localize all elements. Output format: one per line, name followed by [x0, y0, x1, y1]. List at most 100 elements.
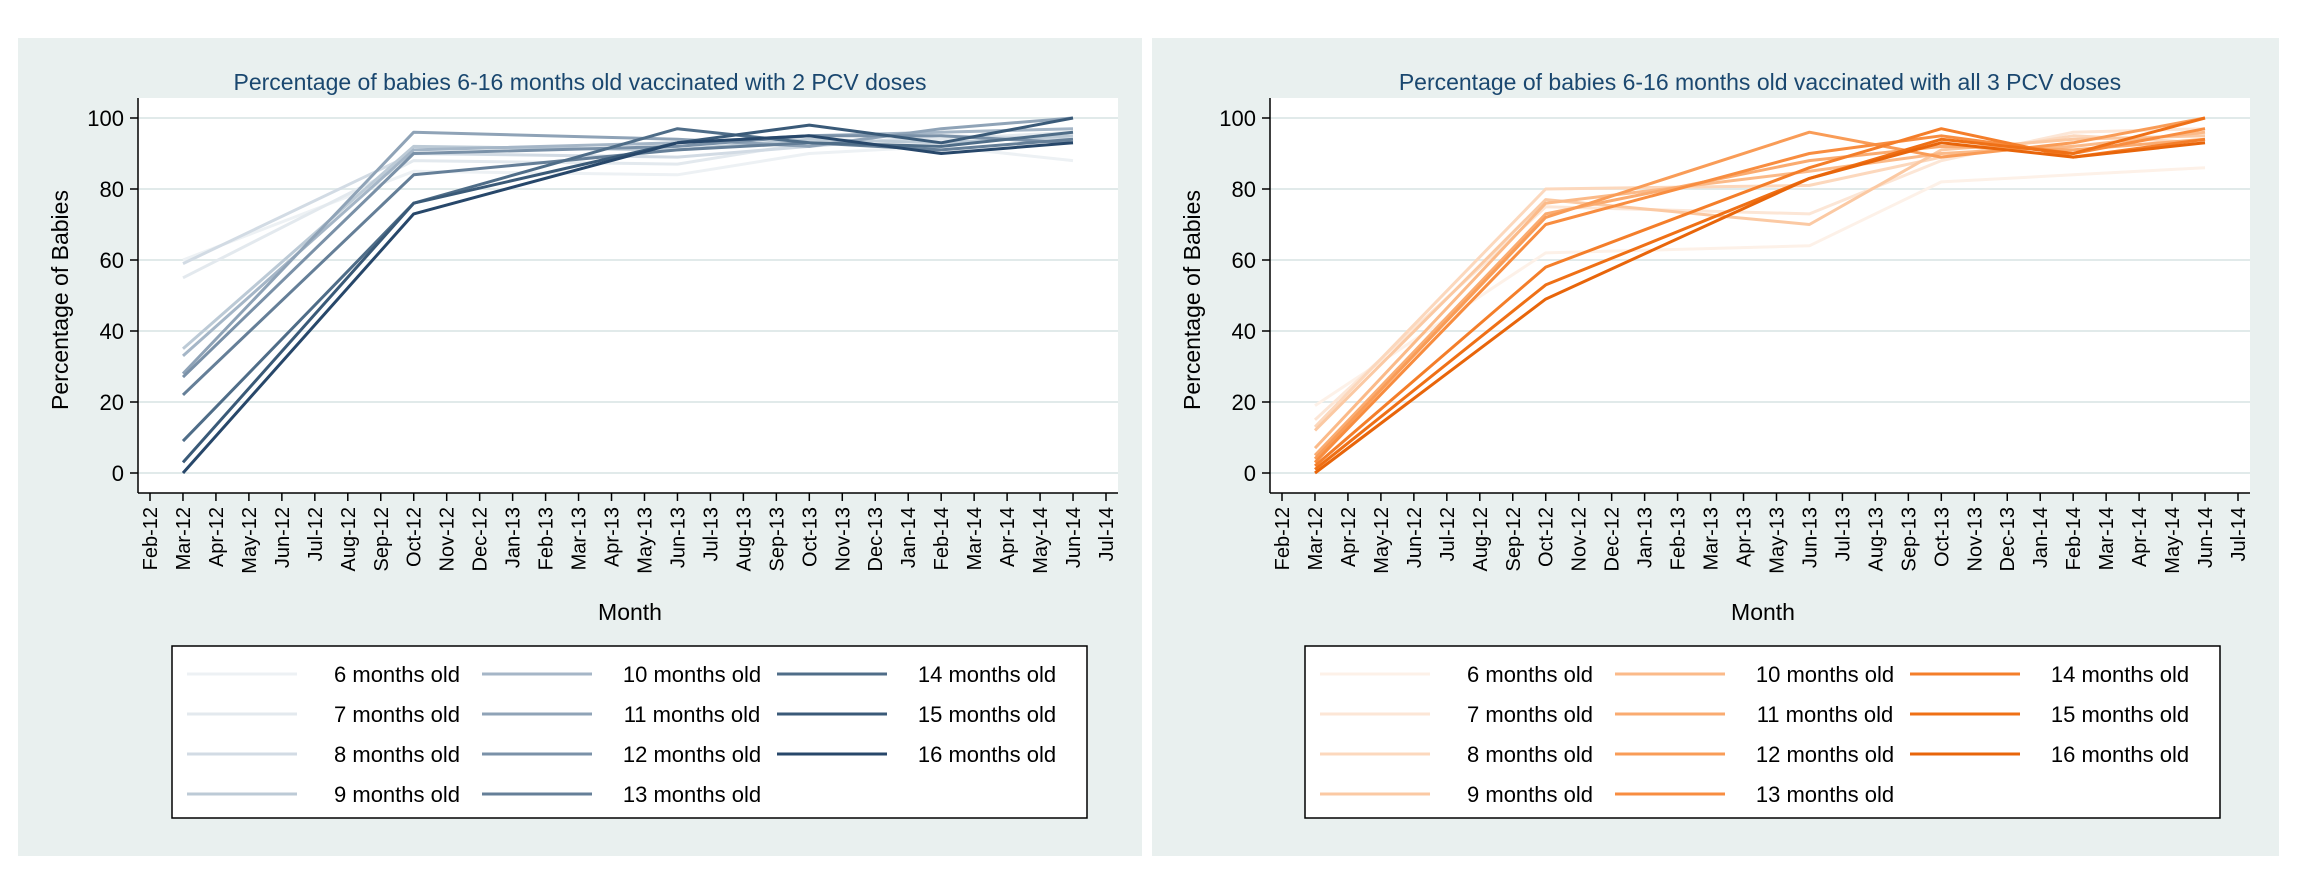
x-tick-label: Apr-13: [1734, 507, 1756, 567]
legend-label: 16 months old: [2051, 742, 2189, 767]
x-tick-label: Nov-12: [1569, 507, 1591, 571]
x-tick-label: Sep-13: [766, 507, 788, 572]
legend-item: 14 months old: [1910, 662, 2189, 687]
x-tick-label: Jun-14: [1063, 507, 1085, 568]
series-line: [182, 134, 1074, 350]
chart-title: Percentage of babies 6-16 months old vac…: [234, 69, 927, 95]
axes: 0 20 40 60 80 100 Feb-12 Mar-12 Apr-12 May-12 Jun-…: [1219, 98, 2250, 574]
x-axis-label: Month: [1731, 599, 1795, 625]
legend-label: 9 months old: [1467, 782, 1593, 807]
legend-item: 16 months old: [777, 742, 1056, 767]
x-tick-label: Nov-12: [437, 507, 459, 571]
series-line: [181, 137, 1074, 396]
y-tick-label: 80: [100, 177, 124, 202]
legend-label: 13 months old: [1756, 782, 1894, 807]
legend-label: 12 months old: [623, 742, 761, 767]
x-tick-label: Mar-13: [1701, 507, 1723, 570]
series-line: [1313, 134, 2206, 428]
y-tick-label: 40: [1232, 319, 1256, 344]
series-line: [1313, 127, 2206, 464]
legend-label: 11 months old: [624, 702, 761, 727]
y-tick-label: 20: [100, 390, 124, 415]
x-tick-label: Feb-13: [1668, 507, 1690, 570]
chart-2-pcv-doses: 0 20 40 60 80 100 Feb-12 Mar-12 Apr-12 May-12 Jun-…: [18, 38, 1142, 856]
x-tick-label: Dec-13: [865, 507, 887, 571]
legend-label: 12 months old: [1756, 742, 1894, 767]
x-tick-label: Jul-14: [2228, 507, 2250, 561]
series-line: [1314, 141, 2206, 475]
legend-item: 16 months old: [1910, 742, 2189, 767]
x-tick-label: Jun-12: [1404, 507, 1426, 568]
x-tick-label: Oct-12: [404, 507, 426, 567]
x-tick-label: Jan-13: [1635, 507, 1657, 568]
series-line: [181, 127, 1074, 443]
series-lines: [1313, 116, 2206, 475]
x-tick-label: Feb-14: [2063, 507, 2085, 570]
x-tick-label: May-14: [1030, 507, 1052, 574]
series-line: [1314, 116, 2206, 471]
y-tick-label: 80: [1232, 177, 1256, 202]
legend-item: 7 months old: [1320, 702, 1593, 727]
y-tick-label: 60: [1232, 248, 1256, 273]
x-tick-label: Oct-13: [1931, 507, 1953, 567]
y-axis-label: Percentage of Babies: [1179, 190, 1205, 410]
legend-item: 9 months old: [1320, 782, 1593, 807]
series-line: [181, 134, 1074, 379]
x-tick-label: Jun-13: [1799, 507, 1821, 568]
x-tick-label: Mar-14: [2096, 507, 2118, 570]
legend-label: 15 months old: [2051, 702, 2189, 727]
x-tick-label: Apr-14: [2129, 507, 2151, 567]
legend-label: 14 months old: [918, 662, 1056, 687]
x-tick-label: Jan-14: [2030, 507, 2052, 568]
legend-label: 14 months old: [2051, 662, 2189, 687]
x-tick-label: Apr-13: [602, 507, 624, 567]
x-tick-label: Dec-12: [470, 507, 492, 571]
x-tick-label: Jun-13: [667, 507, 689, 568]
series-lines: [181, 116, 1074, 474]
x-tick-label: Jan-14: [898, 507, 920, 568]
x-tick-label: Apr-12: [206, 507, 228, 567]
x-tick-label: Apr-12: [1338, 507, 1360, 567]
x-tick-label: Sep-12: [371, 507, 393, 572]
legend-label: 10 months old: [623, 662, 761, 687]
x-tick-label: Nov-13: [832, 507, 854, 571]
legend-label: 10 months old: [1756, 662, 1894, 687]
legend-label: 8 months old: [334, 742, 460, 767]
x-tick-label: Mar-13: [569, 507, 591, 570]
legend-label: 15 months old: [918, 702, 1056, 727]
series-line: [181, 116, 1074, 375]
x-tick-label: May-13: [1766, 507, 1788, 574]
legend-item: 13 months old: [482, 782, 761, 807]
x-tick-label: Sep-13: [1898, 507, 1920, 572]
y-tick-label: 100: [1219, 106, 1256, 131]
legend-label: 7 months old: [334, 702, 460, 727]
legend: 6 months old 7 months old 8 months old 9 mo…: [171, 645, 1088, 819]
legend-item: 11 months old: [1615, 702, 1893, 727]
series-line: [181, 116, 1074, 464]
legend-label: 16 months old: [918, 742, 1056, 767]
x-tick-label: May-13: [634, 507, 656, 574]
legend-label: 13 months old: [623, 782, 761, 807]
x-tick-label: Mar-12: [173, 507, 195, 570]
x-tick-label: Apr-14: [997, 507, 1019, 567]
x-tick-label: Aug-12: [338, 507, 360, 572]
x-axis-label: Month: [598, 599, 662, 625]
x-tick-label: Feb-13: [536, 507, 558, 570]
legend-item: 12 months old: [482, 742, 761, 767]
legend-item: 6 months old: [187, 662, 460, 687]
legend-item: 9 months old: [187, 782, 460, 807]
x-tick-label: May-12: [239, 507, 261, 574]
legend-label: 9 months old: [334, 782, 460, 807]
x-tick-label: Aug-13: [1865, 507, 1887, 572]
y-axis-label: Percentage of Babies: [47, 190, 73, 410]
legend-item: 14 months old: [777, 662, 1056, 687]
legend-item: 8 months old: [187, 742, 460, 767]
x-tick-label: Jan-13: [503, 507, 525, 568]
x-tick-label: Feb-14: [931, 507, 953, 570]
legend-item: 11 months old: [482, 702, 760, 727]
y-tick-label: 100: [87, 106, 124, 131]
series-line: [181, 134, 1074, 474]
x-tick-label: Jul-13: [700, 507, 722, 561]
